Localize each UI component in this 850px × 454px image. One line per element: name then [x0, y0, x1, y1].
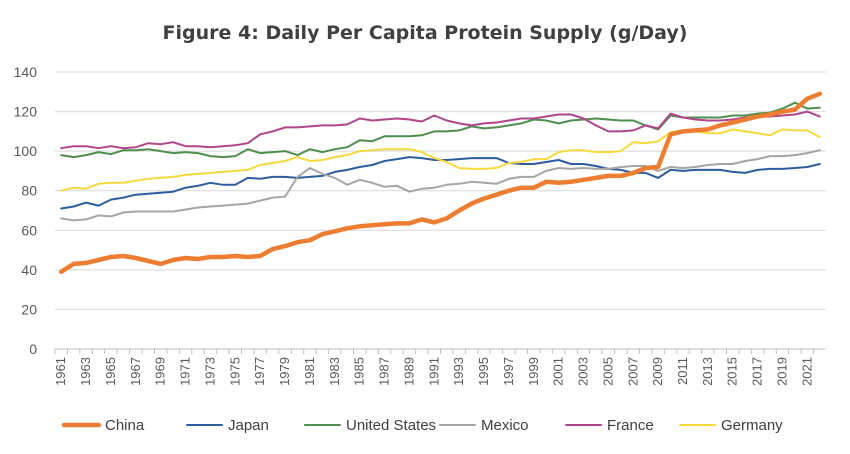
x-tick-label: 1965: [103, 357, 118, 386]
x-tick-label: 1961: [53, 357, 68, 386]
x-tick-label: 1963: [78, 357, 93, 386]
x-tick-label: 1995: [476, 357, 491, 386]
legend-item-germany: Germany: [679, 417, 783, 434]
x-axis-ticks: 1961 1963 1965 1967 1969 1971 1973 1975 1977 1979…: [53, 349, 814, 386]
legend-label: France: [607, 417, 654, 434]
chart-title: Figure 4: Daily Per Capita Protein Suppl…: [163, 22, 688, 44]
x-tick-label: 2003: [576, 357, 591, 386]
legend: China Japan United States Mexico France Germa…: [61, 417, 783, 434]
x-tick-label: 1967: [128, 357, 143, 386]
x-tick-label: 1991: [426, 357, 441, 386]
series-line-germany: [60, 128, 821, 192]
series-lines: [58, 91, 823, 275]
legend-item-france: France: [565, 417, 654, 434]
x-tick-label: 1987: [377, 357, 392, 386]
x-tick-label: 2013: [700, 357, 715, 386]
x-tick-label: 1981: [302, 357, 317, 386]
x-tick-label: 2015: [725, 357, 740, 386]
y-tick-label: 140: [14, 64, 38, 80]
legend-label: United States: [346, 417, 436, 434]
series-line-united-states: [60, 101, 821, 159]
y-tick-label: 20: [21, 301, 37, 317]
legend-item-china: China: [61, 417, 145, 434]
y-tick-label: 40: [21, 262, 37, 278]
y-tick-label: 120: [14, 104, 38, 120]
legend-label: China: [105, 417, 145, 434]
series-line-mexico: [60, 149, 821, 222]
x-tick-label: 1971: [178, 357, 193, 386]
x-tick-label: 2011: [675, 357, 690, 385]
x-tick-label: 1999: [526, 357, 541, 386]
legend-label: Japan: [228, 417, 269, 434]
y-tick-label: 80: [21, 183, 37, 199]
series-line-france: [60, 110, 821, 150]
x-tick-label: 2017: [750, 357, 765, 386]
x-tick-label: 1973: [202, 357, 217, 386]
x-tick-label: 1975: [227, 357, 242, 386]
x-tick-label: 1993: [451, 357, 466, 386]
x-tick-label: 1983: [327, 357, 342, 386]
legend-label: Mexico: [481, 417, 529, 434]
x-tick-label: 2009: [650, 357, 665, 386]
legend-item-japan: Japan: [186, 417, 269, 434]
x-tick-label: 2021: [799, 357, 814, 386]
x-tick-label: 1979: [277, 357, 292, 386]
legend-item-united-states: United States: [304, 417, 436, 434]
gridlines: [55, 71, 826, 350]
x-tick-label: 1977: [252, 357, 267, 386]
x-tick-label: 1989: [401, 357, 416, 386]
x-tick-label: 2005: [600, 357, 615, 386]
y-axis-ticks: 0 20 40 60 80 100 120 140: [14, 64, 38, 357]
x-tick-label: 1997: [501, 357, 516, 386]
legend-label: Germany: [721, 417, 783, 434]
y-tick-label: 60: [21, 222, 37, 238]
x-tick-label: 1985: [352, 357, 367, 386]
x-tick-label: 2001: [551, 357, 566, 386]
x-tick-label: 2019: [774, 357, 789, 386]
legend-item-mexico: Mexico: [439, 417, 529, 434]
y-tick-label: 0: [29, 341, 37, 357]
y-tick-label: 100: [14, 143, 38, 159]
series-line-china: [58, 91, 823, 275]
x-tick-label: 1969: [153, 357, 168, 386]
x-tick-label: 2007: [625, 357, 640, 386]
